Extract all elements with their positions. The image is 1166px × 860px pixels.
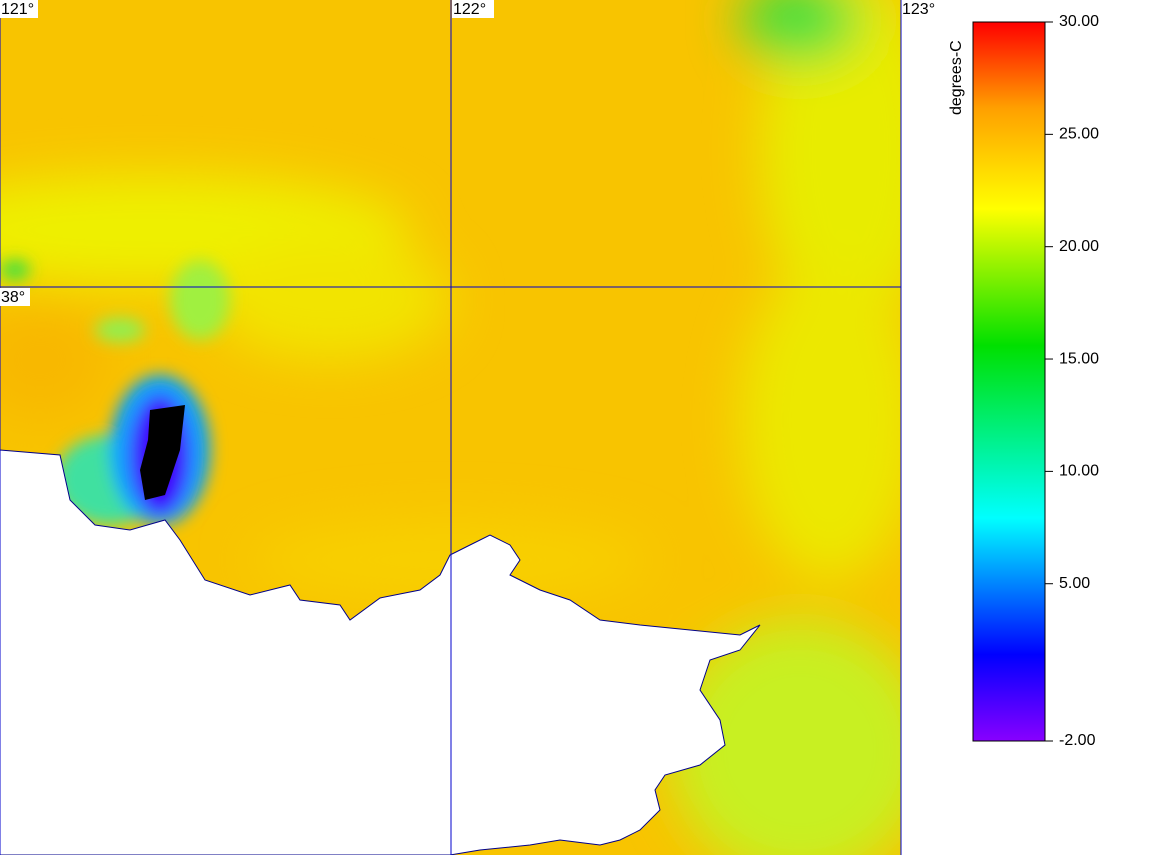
sst-field xyxy=(0,0,901,855)
land xyxy=(0,449,761,855)
lon-label: 121° xyxy=(1,1,34,18)
lon-label: 123° xyxy=(902,1,935,18)
tick-label: 25.00 xyxy=(1059,126,1099,143)
tick-label: 30.00 xyxy=(1059,13,1099,30)
tick-label: 10.00 xyxy=(1059,463,1099,480)
label-bg xyxy=(0,288,30,306)
colorbar-scale xyxy=(972,21,1046,742)
tick-label: -2.00 xyxy=(1059,732,1096,749)
label-bg xyxy=(0,0,38,18)
label-bg xyxy=(452,0,494,18)
tick-label: 15.00 xyxy=(1059,350,1099,367)
tick-label: 20.00 xyxy=(1059,238,1099,255)
lat-label: 38° xyxy=(1,289,25,306)
cold-core xyxy=(140,405,185,500)
colorbar-label: degrees-C xyxy=(948,40,965,115)
tick-label: 5.00 xyxy=(1059,575,1090,592)
lon-label: 122° xyxy=(453,1,486,18)
colorbar: degrees-C 30.00 25.00 20.00 15.00 10.00 5.00 -… xyxy=(948,13,1099,749)
label-bg xyxy=(902,0,942,18)
